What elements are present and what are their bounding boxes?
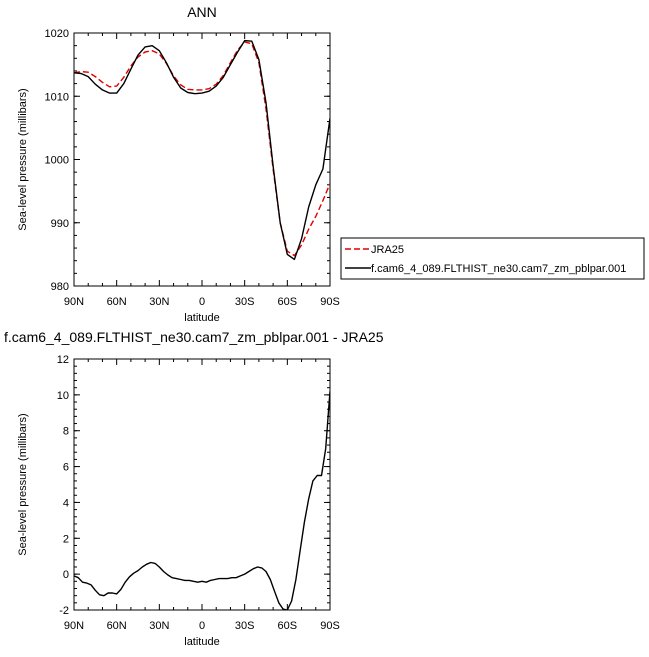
chart-title: f.cam6_4_089.FLTHIST_ne30.cam7_zm_pblpar… <box>4 329 384 345</box>
chart-panel-2: f.cam6_4_089.FLTHIST_ne30.cam7_zm_pblpar… <box>4 329 384 648</box>
legend-entry-2: f.cam6_4_089.FLTHIST_ne30.cam7_zm_pblpar… <box>371 263 626 275</box>
x-tick-label: 30S <box>235 296 255 308</box>
y-tick-label: 12 <box>57 354 69 366</box>
y-axis: 12 10 8 6 4 2 0 -2 Sea-level pressure (millibars… <box>17 354 330 617</box>
x-tick-label: 30N <box>149 296 169 308</box>
y-tick-label: 1000 <box>45 155 69 167</box>
series-line-2 <box>74 39 330 261</box>
legend: JRA25 f.cam6_4_089.FLTHIST_ne30.cam7_zm_p… <box>340 237 645 280</box>
x-tick-label: 60S <box>278 620 298 632</box>
x-tick-label: 30S <box>235 620 255 632</box>
legend-entry-1: JRA25 <box>371 244 404 256</box>
x-tick-label: 90N <box>64 296 84 308</box>
x-tick-label: 90S <box>320 296 340 308</box>
y-tick-label: -2 <box>59 605 69 617</box>
x-tick-label: 0 <box>199 620 205 632</box>
x-tick-label: 0 <box>199 296 205 308</box>
x-tick-label: 30N <box>149 620 169 632</box>
y-tick-label: 10 <box>57 390 69 402</box>
x-axis-label: latitude <box>184 312 219 324</box>
series-line-1 <box>74 391 330 610</box>
y-tick-label: 2 <box>63 533 69 545</box>
y-tick-label: 1020 <box>45 28 69 40</box>
plot-frame <box>73 358 331 611</box>
x-axis: 90N 60N 30N 0 30S 60S 90S latitude <box>64 33 340 324</box>
y-tick-label: 0 <box>63 569 69 581</box>
x-tick-label: 60N <box>107 296 127 308</box>
y-axis-label: Sea-level pressure (millibars) <box>17 88 29 230</box>
plot-frame <box>73 32 331 287</box>
series-line-1 <box>74 41 330 257</box>
y-axis: 1020 1010 1000 990 980 Sea-level pressure (mi… <box>17 28 330 293</box>
x-axis: 90N 60N 30N 0 30S 60S 90S latitude <box>64 359 340 648</box>
legend-box <box>340 237 645 280</box>
y-tick-label: 990 <box>51 218 69 230</box>
y-tick-label: 8 <box>63 426 69 438</box>
x-tick-label: 90N <box>64 620 84 632</box>
y-tick-label: 980 <box>51 281 69 293</box>
chart-title: ANN <box>187 4 217 20</box>
y-tick-label: 6 <box>63 462 69 474</box>
y-tick-label: 1010 <box>45 91 69 103</box>
x-tick-label: 60N <box>107 620 127 632</box>
y-axis-label: Sea-level pressure (millibars) <box>17 413 29 555</box>
y-tick-label: 4 <box>63 497 69 509</box>
x-tick-label: 90S <box>320 620 340 632</box>
x-tick-label: 60S <box>278 296 298 308</box>
x-axis-label: latitude <box>184 636 219 648</box>
